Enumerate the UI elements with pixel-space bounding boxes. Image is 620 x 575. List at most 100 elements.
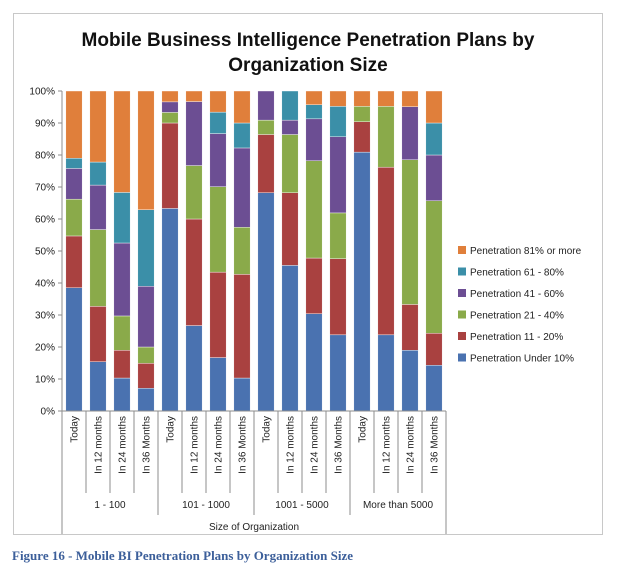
y-tick-label: 100% — [29, 87, 55, 98]
bar-segment — [257, 90, 275, 121]
bar-segment — [281, 119, 299, 135]
y-tick-label: 50% — [35, 247, 55, 258]
bar-segment — [161, 112, 179, 124]
bar-segment — [281, 90, 299, 121]
bars — [65, 90, 443, 412]
y-tick-label: 60% — [35, 215, 55, 226]
bar-segment — [209, 186, 227, 273]
chart-svg: Mobile Business Intelligence Penetration… — [29, 30, 582, 534]
bar-segment — [257, 192, 275, 412]
bar-segment — [113, 90, 131, 193]
y-tick-label: 0% — [41, 407, 56, 418]
bar-segment — [401, 106, 419, 160]
y-tick-label: 30% — [35, 311, 55, 322]
x-tick-label: Today — [262, 416, 273, 443]
x-tick-label: In 36 Months — [430, 416, 441, 474]
legend-swatch — [458, 332, 466, 340]
legend-label: Penetration 21 - 40% — [470, 311, 564, 322]
legend-label: Penetration 81% or more — [470, 246, 582, 257]
bar-segment — [209, 271, 227, 358]
bar-segment — [209, 357, 227, 412]
bar-segment — [185, 101, 203, 166]
x-tick-label: In 12 months — [382, 416, 393, 474]
bar-segment — [209, 111, 227, 134]
bar-segment — [233, 227, 251, 275]
bar-segment — [353, 106, 371, 122]
legend-swatch — [458, 310, 466, 319]
bar-segment — [233, 377, 251, 412]
bar-segment — [305, 90, 323, 105]
bar-segment — [161, 101, 179, 113]
bar-segment — [233, 90, 251, 124]
y-axis: 0% 10% 20% 30% 40% 50% 60% 70% 80% 90% 100% — [29, 87, 63, 418]
x-tick-label: In 12 months — [286, 416, 297, 474]
bar-segment — [65, 287, 83, 412]
legend-label: Penetration 11 - 20% — [470, 332, 563, 343]
y-tick-label: 70% — [35, 183, 55, 194]
x-tick-label: In 36 Months — [334, 416, 345, 474]
bar-segment — [329, 136, 347, 214]
bar-segment — [65, 235, 83, 289]
bar-segment — [185, 90, 203, 102]
bar-segment — [401, 304, 419, 351]
x-tick-label: In 24 months — [310, 416, 321, 474]
bar-segment — [137, 346, 155, 364]
bar-segment — [89, 161, 107, 186]
x-tick-label: In 36 Months — [238, 416, 249, 474]
bar-segment — [161, 208, 179, 412]
bar-segment — [185, 218, 203, 326]
bar-segment — [89, 184, 107, 230]
chart-frame: Mobile Business Intelligence Penetration… — [13, 13, 603, 535]
bar-segment — [257, 134, 275, 193]
bar-segment — [209, 90, 227, 113]
bar-segment — [353, 151, 371, 412]
bar-segment — [185, 165, 203, 220]
bar-segment — [305, 313, 323, 412]
x-tick-label: Today — [70, 416, 81, 443]
chart-title-line-1: Mobile Business Intelligence Penetration… — [82, 30, 535, 51]
x-tick-label: In 24 months — [118, 416, 129, 474]
bar-segment — [425, 333, 443, 366]
x-tick-label: In 12 months — [94, 416, 105, 474]
bar-segment — [185, 325, 203, 412]
bar-segment — [377, 106, 395, 168]
bar-segment — [281, 192, 299, 266]
bar-segment — [89, 229, 107, 307]
x-tick-label: In 36 Months — [142, 416, 153, 474]
bar-segment — [89, 90, 107, 163]
y-tick-label: 90% — [35, 119, 55, 130]
x-tick-label: In 12 months — [190, 416, 201, 474]
y-tick-label: 20% — [35, 343, 55, 354]
bar-segment — [161, 90, 179, 103]
bar-segment — [113, 350, 131, 379]
x-tick-label: In 24 months — [406, 416, 417, 474]
bar-segment — [137, 388, 155, 412]
bar-segment — [137, 286, 155, 348]
legend-label: Penetration 41 - 60% — [470, 289, 564, 300]
chart-title-line-2: Organization Size — [228, 55, 387, 76]
bar-segment — [89, 306, 107, 362]
bar-segment — [377, 166, 395, 336]
bar-segment — [401, 90, 419, 107]
bar-segment — [65, 198, 83, 237]
bar-segment — [113, 315, 131, 351]
bar-segment — [425, 200, 443, 334]
bar-segment — [377, 90, 395, 107]
bar-segment — [209, 133, 227, 187]
bar-segment — [257, 119, 275, 135]
bar-segment — [353, 90, 371, 107]
bar-segment — [425, 122, 443, 156]
legend-swatch — [458, 246, 466, 254]
y-tick-label: 80% — [35, 151, 55, 162]
bar-segment — [305, 118, 323, 161]
chart-title: Mobile Business Intelligence Penetration… — [82, 30, 535, 76]
bar-segment — [281, 265, 299, 412]
bar-segment — [425, 90, 443, 124]
legend-swatch — [458, 353, 466, 362]
bar-segment — [233, 274, 251, 379]
y-tick-label: 40% — [35, 279, 55, 290]
bar-segment — [377, 334, 395, 412]
x-tick-label: Today — [166, 416, 177, 443]
legend-label: Penetration Under 10% — [470, 354, 574, 365]
bar-segment — [161, 122, 179, 209]
